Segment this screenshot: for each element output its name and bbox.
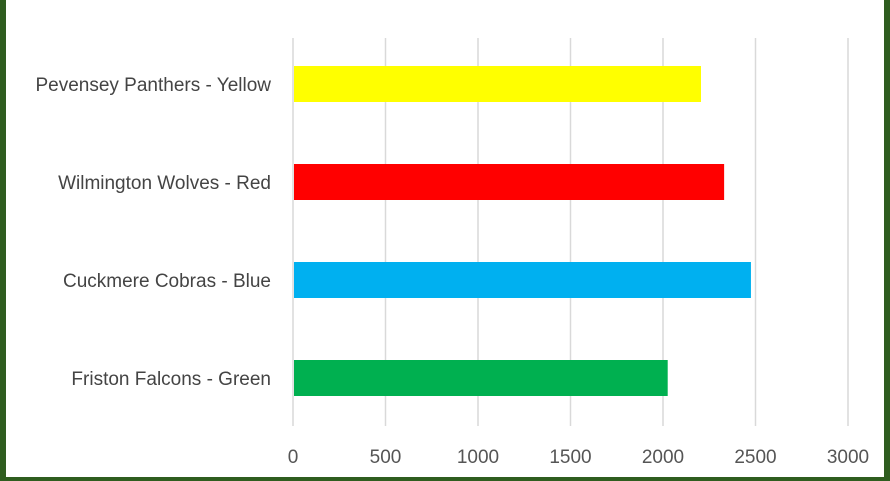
- x-tick-label-0: 0: [288, 447, 299, 468]
- category-label-1: Pevensey Panthers - Yellow: [35, 75, 271, 96]
- bar-3: [294, 262, 751, 298]
- bar-chart: Pevensey Panthers - Yellow Wilmington Wol…: [35, 38, 869, 468]
- bar-4: [294, 360, 668, 396]
- bar-2: [294, 164, 725, 200]
- x-tick-label-500: 500: [370, 447, 402, 468]
- x-tick-label-1000: 1000: [457, 447, 499, 468]
- x-tick-label-2000: 2000: [642, 447, 684, 468]
- chart-frame: Pevensey Panthers - Yellow Wilmington Wol…: [6, 0, 884, 477]
- category-label-2: Wilmington Wolves - Red: [58, 173, 271, 194]
- category-label-3: Cuckmere Cobras - Blue: [63, 271, 271, 292]
- bar-1: [294, 66, 701, 102]
- x-tick-label-2500: 2500: [734, 447, 776, 468]
- category-label-4: Friston Falcons - Green: [71, 369, 271, 390]
- x-tick-label-1500: 1500: [549, 447, 591, 468]
- x-tick-label-3000: 3000: [827, 447, 869, 468]
